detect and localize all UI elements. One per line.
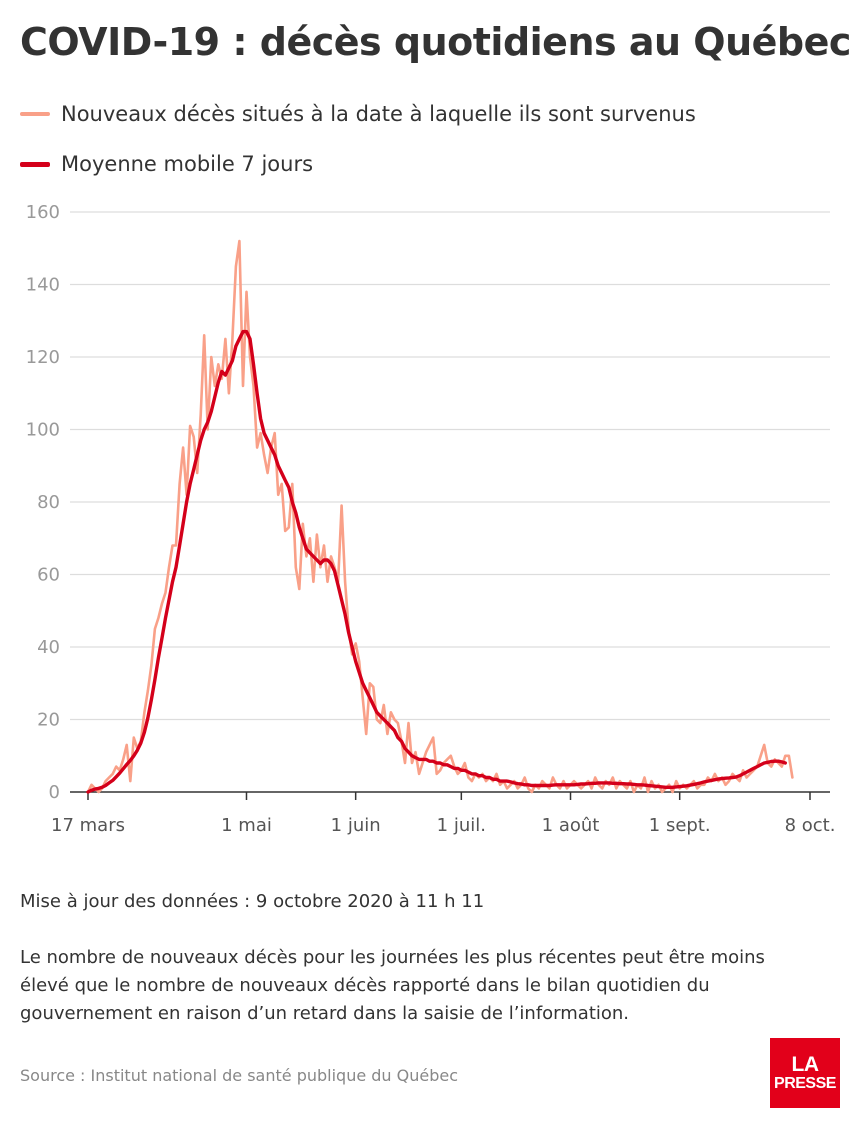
x-tick-label-3: 1 juil. [437,815,486,836]
y-tick-label-40: 40 [37,637,60,658]
y-tick-label-60: 60 [37,565,60,586]
page-title: COVID-19 : décès quotidiens au Québec [20,20,851,64]
x-tick-label-5: 1 sept. [649,815,711,836]
legend-swatch-daily-deaths [20,112,50,116]
y-tick-label-120: 120 [26,347,60,368]
series-line-moving-average [86,329,787,794]
la-presse-logo: LA PRESSE [770,1038,840,1108]
x-axis: 17 mars 1 mai 1 juin 1 juil. 1 août 1 sept. 8 … [51,791,836,836]
legend-item-daily-deaths: Nouveaux décès situés à la date à laquel… [20,102,696,126]
line-chart: 0 20 40 60 80 100 120 140 160 17 mars 1 mai 1 juin… [26,202,836,836]
legend-item-moving-average: Moyenne mobile 7 jours [20,152,313,176]
y-tick-label-0: 0 [49,782,60,803]
data-disclaimer-note: Le nombre de nouveaux décès pour les jou… [20,947,765,1024]
legend-label-moving-average: Moyenne mobile 7 jours [61,152,314,176]
legend-label-daily-deaths: Nouveaux décès situés à la date à laquel… [61,102,696,126]
y-tick-label-100: 100 [26,420,60,441]
y-axis-labels: 0 20 40 60 80 100 120 140 160 [26,202,60,803]
x-tick-label-4: 1 août [542,815,600,836]
data-update-timestamp: Mise à jour des données : 9 octobre 2020… [20,891,485,912]
chart-gridlines [70,211,830,721]
y-tick-label-20: 20 [37,710,60,731]
chart-series [86,239,794,794]
y-tick-label-140: 140 [26,275,60,296]
x-tick-label-0: 17 mars [51,815,125,836]
x-tick-label-2: 1 juin [331,815,381,836]
legend-swatch-moving-average [20,161,50,167]
source-attribution: Source : Institut national de santé publ… [20,1066,459,1085]
y-tick-label-80: 80 [37,492,60,513]
x-tick-label-6: 8 oct. [785,815,836,836]
x-tick-label-1: 1 mai [221,815,272,836]
series-line-daily-deaths [86,239,794,794]
y-tick-label-160: 160 [26,202,60,223]
